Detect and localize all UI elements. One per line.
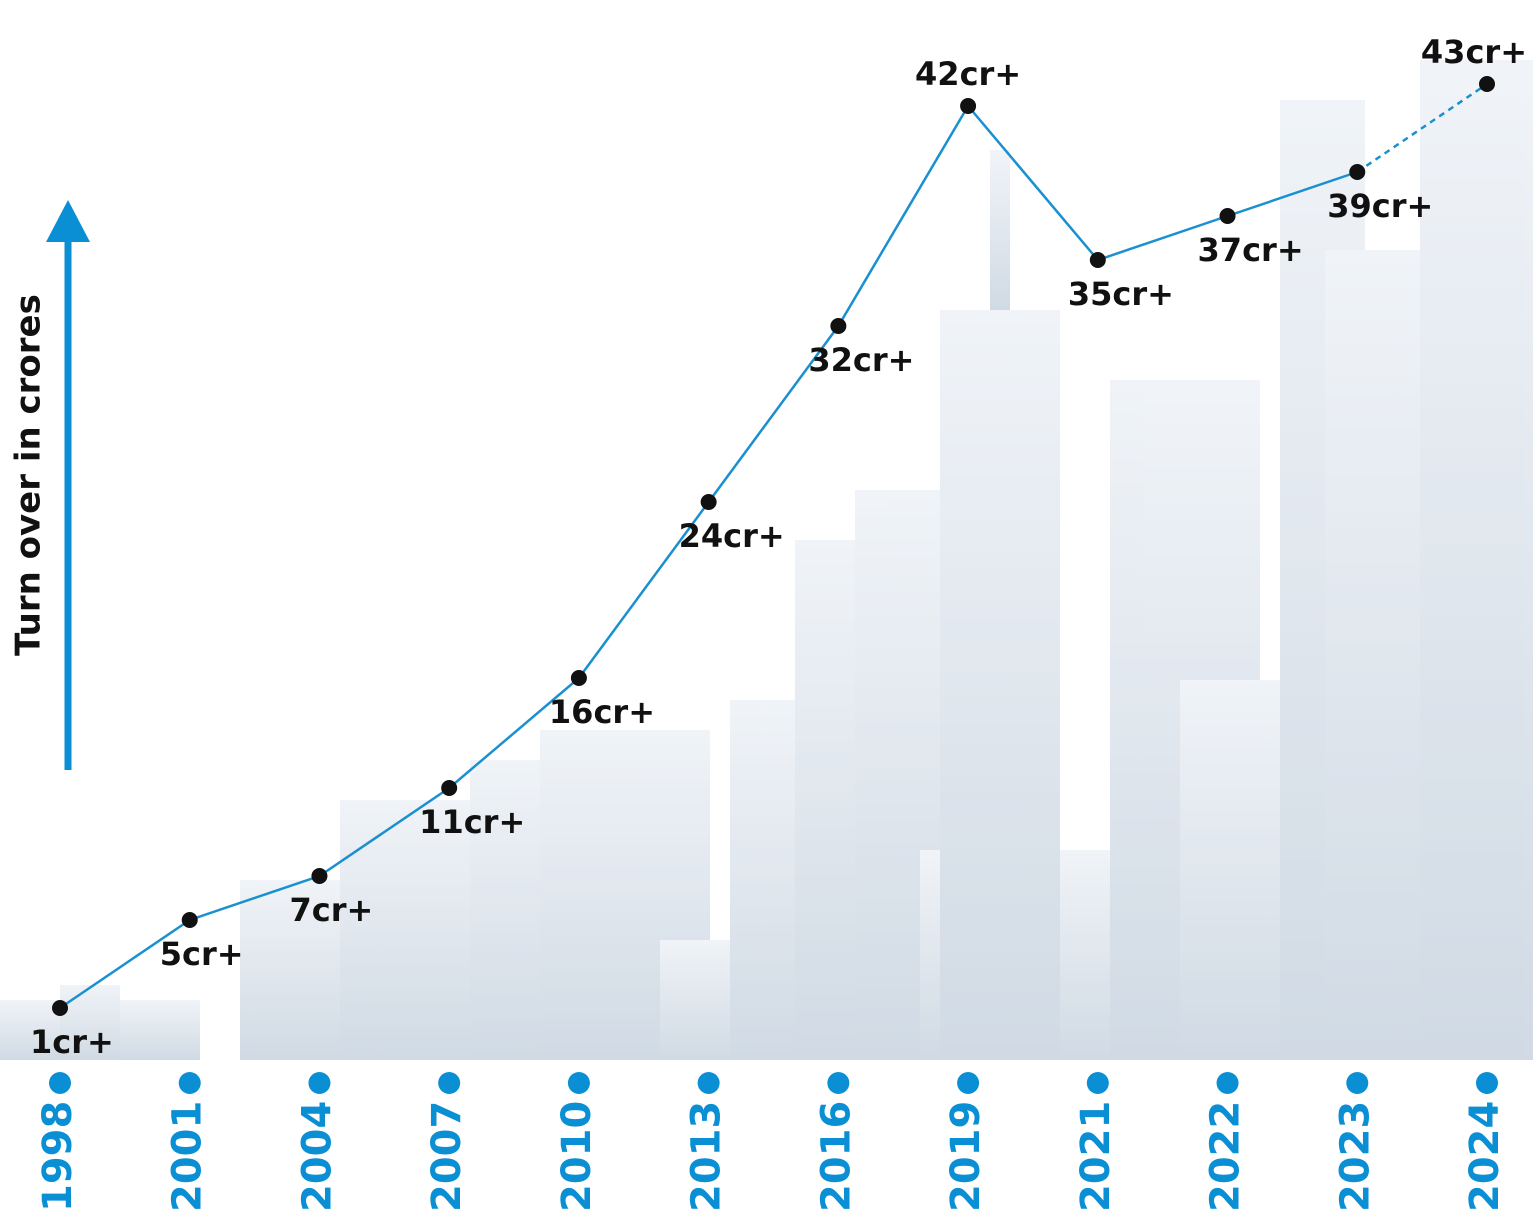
value-label: 42cr+	[915, 55, 1021, 93]
skyline-background	[0, 60, 1533, 1060]
x-tick-label: 2019	[943, 1101, 989, 1212]
x-tick-label: 2016	[813, 1101, 859, 1212]
value-label: 7cr+	[289, 891, 373, 929]
point	[830, 318, 846, 334]
point	[1479, 76, 1495, 92]
x-tick-label: 2023	[1332, 1101, 1378, 1212]
year-dot	[1346, 1072, 1368, 1094]
x-tick-label: 2007	[424, 1101, 470, 1212]
point	[182, 912, 198, 928]
year-dot	[308, 1072, 330, 1094]
point	[1090, 252, 1106, 268]
point	[960, 98, 976, 114]
year-dot	[827, 1072, 849, 1094]
x-tick-label: 2021	[1073, 1101, 1119, 1212]
value-label: 24cr+	[679, 517, 785, 555]
x-tick-label: 2013	[684, 1101, 730, 1212]
point	[52, 1000, 68, 1016]
point	[441, 780, 457, 796]
value-label: 43cr+	[1421, 33, 1527, 71]
value-label: 35cr+	[1068, 275, 1174, 313]
x-tick-label: 2022	[1203, 1101, 1249, 1212]
x-tick-label: 1998	[35, 1101, 81, 1212]
year-dot	[179, 1072, 201, 1094]
x-tick-label: 2001	[165, 1101, 211, 1212]
year-dot	[438, 1072, 460, 1094]
point	[311, 868, 327, 884]
year-dot	[957, 1072, 979, 1094]
axis-arrow-head	[46, 200, 90, 242]
value-label: 16cr+	[549, 693, 655, 731]
x-tick-label: 2004	[294, 1101, 340, 1212]
value-label: 1cr+	[30, 1023, 114, 1061]
value-label: 32cr+	[808, 341, 914, 379]
x-tick-label: 2024	[1462, 1101, 1508, 1212]
point	[571, 670, 587, 686]
year-dot	[698, 1072, 720, 1094]
value-label: 11cr+	[419, 803, 525, 841]
year-dot	[568, 1072, 590, 1094]
x-tick-label: 2010	[554, 1101, 600, 1212]
point	[1349, 164, 1365, 180]
value-label: 5cr+	[160, 935, 244, 973]
chart: Turn over in crores 1998 2001 2004 2007 2010…	[0, 0, 1533, 1220]
point	[1220, 208, 1236, 224]
value-label: 39cr+	[1327, 187, 1433, 225]
point	[701, 494, 717, 510]
year-dot	[49, 1072, 71, 1094]
y-axis-label: Turn over in crores	[9, 294, 49, 656]
year-dot	[1087, 1072, 1109, 1094]
year-dot	[1476, 1072, 1498, 1094]
year-dot	[1217, 1072, 1239, 1094]
value-label: 37cr+	[1198, 231, 1304, 269]
